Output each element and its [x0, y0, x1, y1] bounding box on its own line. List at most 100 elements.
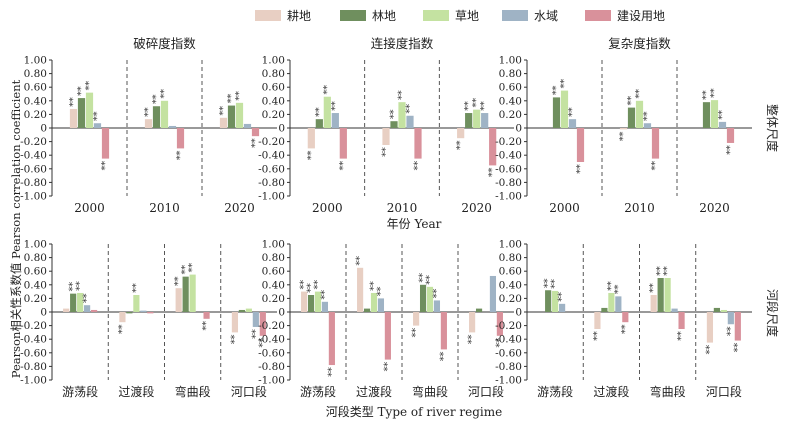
- bar: [231, 312, 239, 333]
- x-tick-label: 弯曲段: [412, 384, 448, 399]
- significance-marker: **: [92, 111, 103, 121]
- significance-marker: **: [82, 293, 93, 303]
- bar: [77, 292, 84, 312]
- y-tick-label: 0.20: [499, 293, 522, 305]
- bar: [93, 123, 102, 128]
- y-tick-label: -0.40: [20, 150, 47, 162]
- significance-marker: **: [606, 281, 617, 291]
- significance-marker: **: [319, 290, 330, 300]
- bar: [552, 290, 559, 312]
- bar: [552, 97, 561, 128]
- bar: [568, 119, 577, 128]
- significance-marker: **: [330, 101, 341, 111]
- x-tick-label: 过渡段: [356, 384, 392, 399]
- y-tick-label: -0.40: [495, 334, 522, 346]
- bar: [398, 102, 406, 128]
- y-tick-label: -1.00: [495, 191, 522, 203]
- bar: [85, 92, 94, 128]
- significance-marker: **: [75, 281, 86, 291]
- bar: [615, 296, 622, 312]
- bar: [706, 312, 714, 343]
- significance-marker: **: [471, 98, 482, 108]
- bar: [619, 128, 628, 130]
- bar: [203, 312, 210, 319]
- bar: [457, 128, 465, 139]
- y-tick-label: 0.60: [24, 266, 47, 278]
- significance-marker: **: [306, 283, 317, 293]
- bar: [433, 300, 441, 312]
- bar: [119, 312, 126, 323]
- x-tick-label: 弯曲段: [175, 384, 211, 399]
- bar: [710, 100, 719, 128]
- significance-marker: **: [375, 286, 386, 296]
- bar: [140, 310, 147, 312]
- bar: [382, 128, 390, 145]
- y-tick-label: 0: [40, 307, 47, 319]
- significance-marker: **: [411, 328, 422, 338]
- y-tick-label: 0.20: [499, 109, 522, 121]
- significance-marker: **: [662, 266, 673, 276]
- significance-marker: **: [250, 329, 261, 339]
- bar: [70, 293, 77, 312]
- y-tick-label: -0.40: [495, 150, 522, 162]
- y-tick-label: -0.20: [258, 136, 285, 148]
- bar: [323, 96, 331, 128]
- legend-swatch: [502, 10, 528, 21]
- significance-marker: **: [413, 161, 424, 171]
- x-tick-label: 河口段: [706, 384, 742, 399]
- significance-marker: **: [479, 101, 490, 111]
- bar: [426, 286, 434, 312]
- x-tick-label: 2000: [549, 201, 580, 215]
- bar: [144, 119, 153, 128]
- bar: [101, 128, 110, 159]
- y-tick-label: -0.80: [495, 361, 522, 373]
- significance-marker: **: [543, 278, 554, 288]
- significance-marker: **: [405, 104, 416, 114]
- significance-marker: **: [306, 150, 317, 160]
- bar: [251, 128, 260, 137]
- significance-marker: **: [567, 107, 578, 117]
- significance-marker: **: [717, 110, 728, 120]
- y-tick-label: -0.80: [495, 177, 522, 189]
- chart-panels: 破碎度指数1.000.800.600.400.200-0.20-0.40-0.6…: [20, 36, 752, 399]
- chart-panel: 连接度指数 1.000.80 0.600.40 0.20 0-0.20 -0.40-0.6…: [258, 36, 514, 215]
- y-tick-label: 0: [515, 307, 522, 319]
- significance-marker: **: [438, 351, 449, 361]
- significance-marker: **: [159, 89, 170, 99]
- bar: [702, 102, 711, 128]
- bar: [357, 267, 364, 312]
- y-tick-label: 0.60: [499, 266, 522, 278]
- significance-marker: **: [68, 282, 79, 292]
- y-tick-label: -0.40: [20, 334, 47, 346]
- significance-marker: **: [68, 97, 79, 107]
- y-tick-label: 0.40: [24, 95, 47, 107]
- significance-marker: **: [494, 338, 505, 348]
- y-tick-label: 1.00: [24, 55, 47, 67]
- bar: [63, 308, 70, 312]
- y-tick-label: -0.60: [495, 163, 522, 175]
- significance-marker: **: [201, 321, 212, 331]
- bar: [168, 125, 177, 128]
- significance-marker: **: [725, 326, 736, 336]
- significance-marker: **: [322, 85, 333, 95]
- x-tick-label: 2020: [461, 201, 492, 215]
- bar: [671, 308, 678, 312]
- significance-marker: **: [618, 131, 629, 141]
- y-tick-label: 0.60: [262, 82, 285, 94]
- significance-marker: **: [655, 266, 666, 276]
- bar: [713, 307, 720, 312]
- significance-marker: **: [226, 94, 237, 104]
- bar: [608, 292, 615, 312]
- y-tick-label: 0.40: [24, 279, 47, 291]
- bar: [175, 288, 182, 312]
- y-tick-label: 1.00: [499, 239, 522, 251]
- y-tick-label: 0.60: [24, 82, 47, 94]
- bar: [727, 312, 734, 325]
- bar: [160, 100, 169, 128]
- y-tick-label: -1.00: [258, 375, 285, 387]
- legend-swatch: [585, 10, 611, 21]
- significance-marker: **: [613, 284, 624, 294]
- y-tick-label: 0: [278, 123, 285, 135]
- bar: [469, 312, 476, 333]
- bar: [489, 128, 497, 166]
